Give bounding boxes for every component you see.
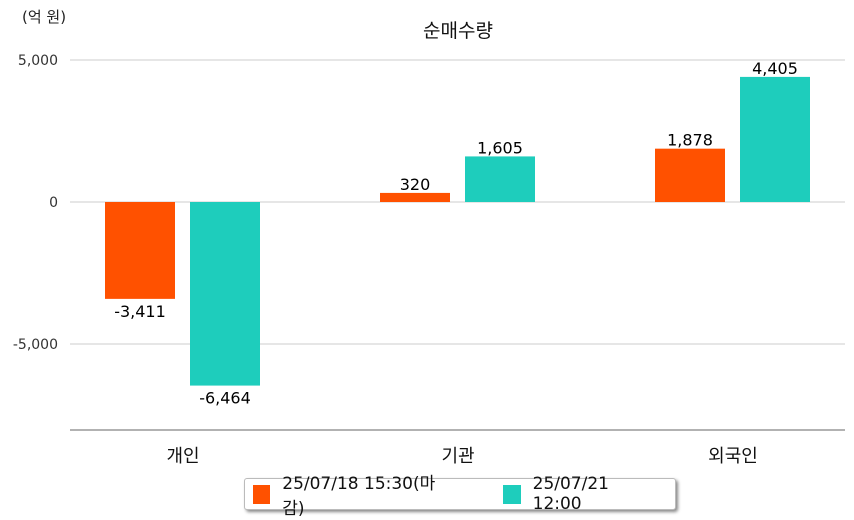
legend-swatch-orange xyxy=(253,484,271,504)
legend-label: 25/07/18 15:30(마감) xyxy=(282,474,436,519)
legend: 25/07/18 15:30(마감) 25/07/21 12:00 xyxy=(244,474,676,519)
data-label: 320 xyxy=(400,175,431,194)
data-label: 4,405 xyxy=(752,59,798,78)
bar[interactable] xyxy=(105,202,175,299)
legend-item-series-2[interactable]: 25/07/21 12:00 xyxy=(495,474,651,514)
data-label: -6,464 xyxy=(199,389,251,408)
data-label: 1,878 xyxy=(667,131,713,150)
legend-label: 25/07/21 12:00 xyxy=(532,474,609,514)
bar[interactable] xyxy=(655,148,725,202)
y-tick-label: 0 xyxy=(49,195,58,211)
x-tick-label: 개인 xyxy=(166,446,199,467)
y-tick-label: 5,000 xyxy=(18,53,58,69)
chart-title: 순매수량 xyxy=(423,20,493,42)
x-tick-label: 기관 xyxy=(441,446,474,467)
x-tick-label: 외국인 xyxy=(708,446,758,467)
bar[interactable] xyxy=(190,202,260,386)
y-tick-label: -5,000 xyxy=(13,337,58,353)
bar[interactable] xyxy=(465,156,535,202)
unit-label: (억 원) xyxy=(22,8,66,26)
data-label: -3,411 xyxy=(114,302,166,321)
legend-swatch-teal xyxy=(503,484,521,504)
bar[interactable] xyxy=(380,192,450,202)
bar[interactable] xyxy=(740,76,810,202)
legend-item-series-1[interactable]: 25/07/18 15:30(마감) xyxy=(245,469,441,519)
data-label: 1,605 xyxy=(477,138,523,157)
